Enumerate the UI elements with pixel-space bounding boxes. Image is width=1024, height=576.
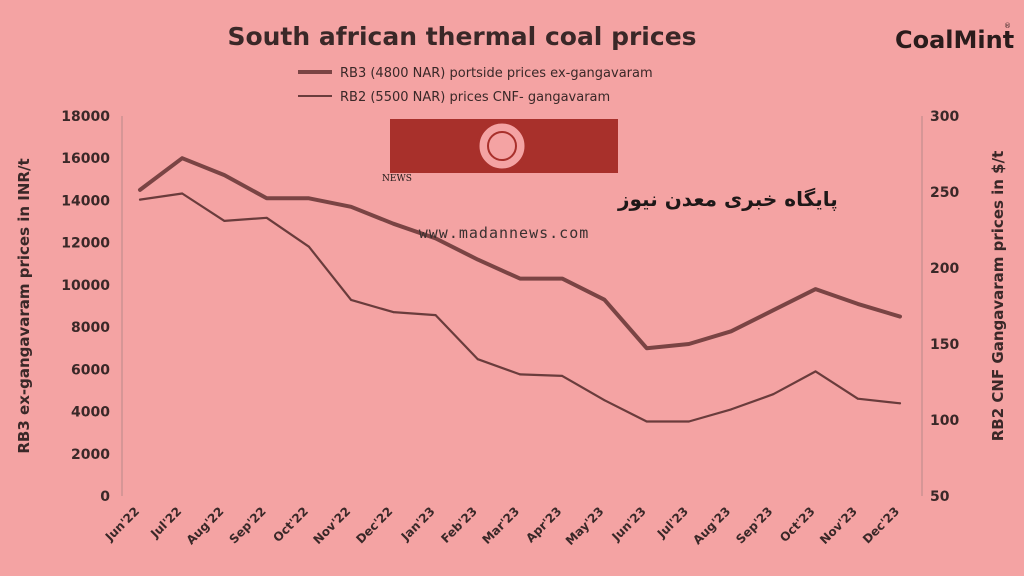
left-tick-label: 10000	[61, 278, 110, 294]
data-point	[434, 314, 437, 317]
data-point	[476, 358, 479, 361]
data-point	[814, 370, 817, 373]
data-point	[519, 373, 521, 376]
left-tick-label: 18000	[61, 109, 110, 125]
series-layer	[138, 156, 902, 423]
watermark-emblem-inner-icon	[487, 131, 517, 161]
x-tick-label: Feb'23	[438, 504, 480, 546]
data-point	[856, 302, 859, 305]
data-point	[307, 245, 310, 248]
data-point	[139, 188, 141, 191]
left-tick-label: 4000	[71, 405, 110, 421]
x-tick-label: Oct'23	[777, 504, 818, 545]
data-point	[645, 347, 648, 350]
right-tick-label: 250	[930, 185, 959, 201]
data-point	[603, 298, 606, 301]
x-tick-label: May'23	[563, 504, 607, 548]
data-point	[223, 219, 226, 222]
left-tick-label: 2000	[71, 447, 110, 463]
data-point	[392, 222, 395, 225]
data-point	[181, 157, 184, 160]
right-tick-label: 50	[930, 489, 950, 505]
data-point	[856, 397, 859, 400]
watermark-small-text: NEWS	[382, 174, 412, 184]
watermark-emblem-icon	[476, 120, 528, 172]
x-tick-label: Nov'23	[817, 504, 860, 547]
chart-title: South african thermal coal prices	[227, 22, 696, 51]
data-point	[476, 258, 479, 261]
right-tick-label: 300	[930, 109, 959, 125]
data-point	[139, 198, 141, 201]
x-tick-label: Jun'23	[609, 504, 649, 544]
left-tick-label: 16000	[61, 151, 110, 167]
madannews-watermark: NEWS پایگاه خبری معدن نیوز www.madannews…	[382, 119, 838, 242]
x-tick-label: Aug'23	[690, 504, 733, 547]
right-axis-ticks: 50 100 150 200 250 300	[930, 109, 959, 505]
x-tick-label: Jun'22	[102, 504, 142, 544]
data-point	[181, 192, 184, 195]
x-tick-label: Mar'23	[479, 504, 522, 547]
x-tick-label: Sep'22	[227, 504, 269, 546]
coalmint-logo-mark: ®	[1004, 22, 1011, 30]
data-point	[223, 174, 226, 177]
data-point	[307, 197, 310, 200]
legend: RB3 (4800 NAR) portside prices ex-gangav…	[298, 66, 653, 105]
data-point	[772, 309, 775, 312]
data-point	[350, 205, 353, 208]
data-point	[350, 298, 353, 301]
data-point	[730, 330, 733, 333]
left-tick-label: 12000	[61, 236, 110, 252]
watermark-url: www.madannews.com	[419, 224, 590, 242]
legend-label-rb3: RB3 (4800 NAR) portside prices ex-gangav…	[340, 66, 653, 81]
x-tick-label: Aug'22	[184, 504, 227, 547]
legend-label-rb2: RB2 (5500 NAR) prices CNF- gangavaram	[340, 90, 610, 105]
x-tick-label: Nov'22	[310, 504, 353, 547]
right-tick-label: 100	[930, 413, 959, 429]
left-axis-ticks: 0 2000 4000 6000 8000 10000 12000 14000 16000 180…	[61, 109, 110, 505]
left-tick-label: 14000	[61, 193, 110, 209]
data-point	[265, 197, 268, 200]
x-tick-label: Dec'22	[353, 504, 395, 546]
coalmint-logo: CoalMint ®	[895, 22, 1014, 54]
data-point	[687, 343, 690, 345]
x-tick-label: Jul'22	[147, 504, 184, 541]
data-point	[561, 374, 564, 377]
left-tick-label: 8000	[71, 320, 110, 336]
x-tick-label: Jan'23	[398, 504, 438, 544]
x-tick-label: Sep'23	[733, 504, 775, 546]
data-point	[603, 399, 606, 402]
x-tick-label: Dec'23	[860, 504, 902, 546]
data-point	[730, 408, 733, 411]
right-tick-label: 150	[930, 337, 959, 353]
left-axis-label: RB3 ex-gangavaram prices in INR/t	[15, 158, 33, 453]
x-tick-label: Oct'22	[270, 504, 311, 545]
data-point	[561, 277, 564, 280]
left-tick-label: 0	[100, 489, 110, 505]
data-point	[392, 311, 395, 314]
data-point	[519, 277, 521, 280]
data-point	[645, 420, 648, 423]
coalmint-logo-text: CoalMint	[895, 26, 1014, 54]
data-point	[265, 216, 268, 219]
right-axis-label: RB2 CNF Gangavaram prices in $/t	[989, 151, 1007, 442]
data-point	[899, 402, 901, 405]
data-point	[814, 288, 817, 291]
data-point	[434, 237, 437, 240]
x-tick-label: Apr'23	[523, 504, 564, 545]
x-axis-ticks: Jun'22 Jul'22 Aug'22 Sep'22 Oct'22 Nov'22 Dec'…	[102, 504, 902, 548]
watermark-persian-text: پایگاه خبری معدن نیوز	[617, 187, 838, 212]
left-tick-label: 6000	[71, 362, 110, 378]
data-point	[687, 420, 690, 423]
right-tick-label: 200	[930, 261, 959, 277]
data-point	[899, 315, 901, 318]
x-tick-label: Jul'23	[654, 504, 691, 541]
data-point	[772, 393, 775, 396]
